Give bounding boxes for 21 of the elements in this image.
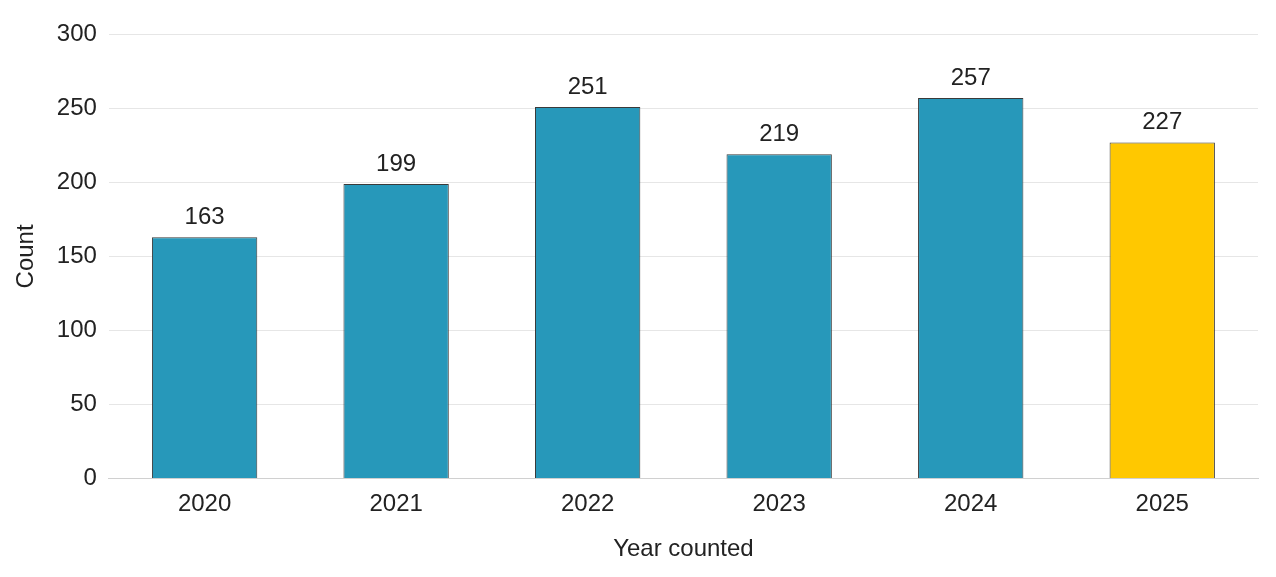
y-tick-label: 250	[56, 93, 97, 121]
data-label: 219	[759, 118, 800, 146]
x-tick-label: 2020	[177, 489, 232, 517]
data-label: 257	[950, 62, 991, 90]
y-tick-label: 100	[56, 315, 97, 343]
y-axis-title: Count	[11, 224, 39, 289]
data-label: 227	[1142, 107, 1183, 135]
y-tick-label: 200	[56, 167, 97, 195]
data-label: 199	[376, 148, 417, 176]
x-tick-label: 2024	[944, 489, 998, 517]
data-label: 163	[184, 201, 225, 229]
x-tick-label: 2023	[752, 489, 806, 517]
x-axis-title: Year counted	[613, 534, 754, 562]
x-tick-label: 2022	[560, 489, 615, 517]
y-tick-label: 150	[56, 241, 97, 269]
y-tick-label: 50	[70, 389, 97, 417]
x-tick-label: 2025	[1135, 489, 1189, 517]
x-tick-label: 2021	[369, 489, 423, 517]
y-tick-label: 0	[83, 463, 97, 491]
data-label: 251	[567, 71, 608, 99]
y-tick-label: 300	[56, 19, 97, 47]
